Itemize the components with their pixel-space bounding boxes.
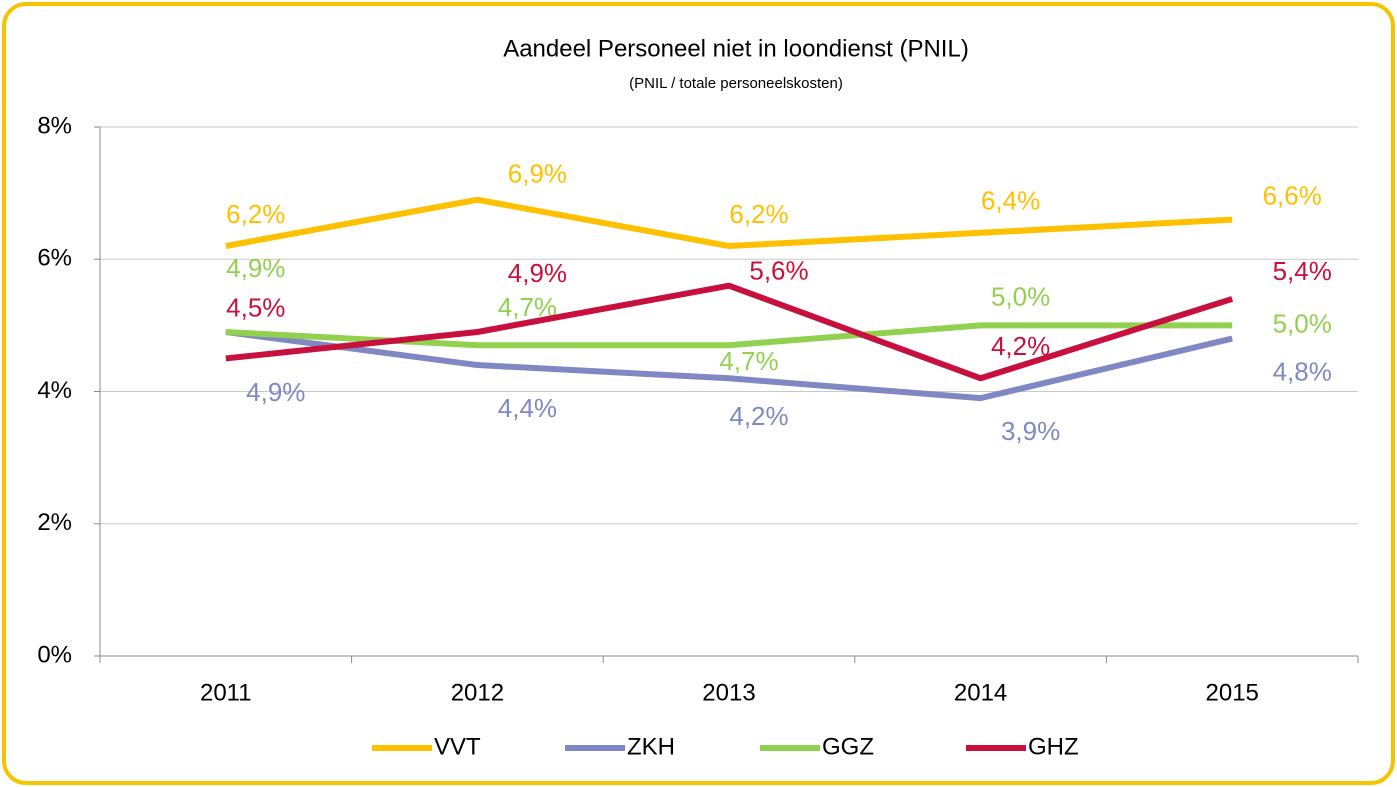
x-tick-label: 2012	[451, 679, 504, 706]
line-series	[225, 329, 1233, 402]
data-label: 4,8%	[1273, 356, 1332, 386]
y-tick-label: 2%	[37, 509, 72, 536]
legend-label: ZKH	[627, 733, 675, 760]
data-label: 4,7%	[719, 346, 778, 376]
data-label: 5,0%	[991, 281, 1050, 311]
data-label: 6,9%	[508, 159, 567, 189]
data-label: 4,9%	[508, 258, 567, 288]
legend-label: GHZ	[1028, 733, 1079, 760]
line-series	[225, 282, 1234, 382]
data-label: 6,6%	[1263, 180, 1322, 210]
line-series	[225, 196, 1233, 250]
data-label: 4,2%	[729, 401, 788, 431]
data-label: 5,0%	[1273, 308, 1332, 338]
data-label: 4,4%	[498, 393, 557, 423]
data-label: 4,5%	[226, 292, 285, 322]
x-tick-label: 2015	[1206, 679, 1259, 706]
y-tick-label: 0%	[37, 641, 72, 668]
chart-title: Aandeel Personeel niet in loondienst (PN…	[503, 35, 969, 62]
data-label: 6,2%	[729, 199, 788, 229]
data-label: 6,2%	[226, 199, 285, 229]
x-tick-label: 2014	[954, 679, 1007, 706]
legend-label: GGZ	[822, 733, 874, 760]
data-label: 5,4%	[1273, 256, 1332, 286]
data-label: 4,9%	[226, 253, 285, 283]
data-label: 3,9%	[1001, 416, 1060, 446]
data-label: 4,2%	[991, 331, 1050, 361]
data-label: 4,9%	[246, 377, 305, 407]
data-label: 5,6%	[749, 256, 808, 286]
legend-label: VVT	[434, 733, 481, 760]
data-label: 6,4%	[981, 186, 1040, 216]
x-tick-label: 2013	[702, 679, 755, 706]
y-tick-label: 4%	[37, 377, 72, 404]
y-tick-label: 8%	[37, 112, 72, 139]
chart-subtitle: (PNIL / totale personeelskosten)	[629, 75, 843, 92]
y-tick-label: 6%	[37, 245, 72, 272]
x-tick-label: 2011	[200, 679, 252, 706]
